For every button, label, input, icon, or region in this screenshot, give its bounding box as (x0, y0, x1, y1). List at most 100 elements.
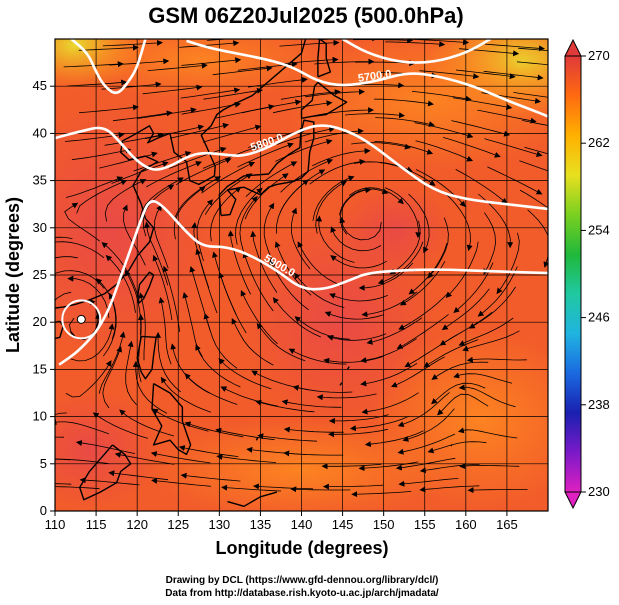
streamline-1 (55, 486, 100, 490)
x-tick-label-155: 155 (414, 517, 436, 532)
streamline-217 (314, 107, 375, 116)
streamline-11 (398, 478, 459, 487)
streamline-211 (112, 110, 173, 122)
streamline-40 (427, 441, 487, 454)
coastline-6 (151, 382, 192, 456)
streamline-148 (339, 187, 372, 235)
x-tick-label-150: 150 (373, 517, 395, 532)
typhoon-ring (61, 299, 102, 340)
colorbar-tick-label-246: 246 (588, 310, 610, 325)
streamline-118 (250, 230, 278, 293)
streamline-41 (457, 427, 518, 439)
streamline-172 (201, 161, 255, 194)
streamline-82 (431, 361, 489, 380)
streamline-108 (366, 317, 423, 345)
streamline-198 (145, 124, 205, 140)
streamline-35 (257, 433, 318, 442)
streamline-231 (305, 88, 365, 98)
contour-3 (70, 39, 147, 95)
x-axis-label: Longitude (degrees) (215, 538, 388, 558)
streamline-71 (102, 292, 117, 357)
streamline-147 (315, 180, 347, 234)
streamline-96 (423, 339, 479, 368)
streamline-70 (70, 323, 115, 362)
y-tick-label-0: 0 (40, 503, 47, 518)
streamline-107 (324, 311, 384, 320)
streamline-178 (408, 193, 430, 254)
streamline-121 (329, 293, 388, 302)
streamline-23 (321, 463, 382, 470)
streamline-2 (79, 477, 140, 486)
streamline-52 (349, 415, 409, 432)
streamline-158 (204, 173, 253, 215)
x-axis-ticks: 110 115 120 125 130 135 140 145 150 155 160 165 (45, 511, 518, 532)
streamline-46 (160, 376, 212, 413)
streamline-6 (221, 484, 282, 492)
streamline-113 (55, 270, 105, 289)
streamline-90 (240, 289, 278, 345)
streamline-78 (288, 348, 347, 365)
y-tick-label-45: 45 (33, 78, 47, 93)
streamline-166 (483, 212, 497, 275)
streamline-191 (379, 162, 436, 186)
x-tick-label-125: 125 (167, 517, 189, 532)
colorbar-tick-label-238: 238 (588, 397, 610, 412)
y-tick-label-30: 30 (33, 220, 47, 235)
streamline-16 (75, 440, 136, 454)
streamline-83 (466, 356, 527, 363)
streamline-203 (304, 128, 364, 143)
colorbar-tick-label-262: 262 (588, 135, 610, 150)
y-tick-label-5: 5 (40, 456, 47, 471)
streamline-252 (78, 44, 139, 51)
streamline-93 (327, 333, 387, 341)
streamline-160 (279, 169, 326, 213)
streamline-206 (415, 140, 474, 162)
streamline-112 (55, 291, 72, 301)
x-tick-label-140: 140 (291, 517, 313, 532)
streamline-13 (467, 487, 528, 494)
colorbar-tick-label-270: 270 (588, 48, 610, 63)
streamline-223 (522, 120, 548, 126)
streamline-29 (55, 419, 110, 435)
streamline-150 (377, 241, 424, 285)
streamline-12 (419, 485, 480, 493)
streamline-174 (280, 158, 334, 193)
streamline-116 (191, 222, 210, 289)
streamline-38 (364, 430, 424, 448)
streamline-120 (297, 241, 342, 286)
streamline-45 (132, 360, 168, 414)
streamline-51 (328, 414, 389, 424)
streamline-216 (273, 100, 333, 114)
streamline-80 (360, 363, 418, 387)
x-tick-label-145: 145 (332, 517, 354, 532)
coastline-11 (346, 366, 350, 370)
streamline-128 (122, 204, 146, 266)
streamline-62 (218, 358, 272, 390)
streamline-4 (151, 477, 211, 487)
streamline-73 (158, 297, 172, 365)
streamline-179 (444, 192, 473, 252)
y-axis-ticks: 0 5 10 15 20 25 30 35 40 45 (33, 78, 55, 518)
streamline-189 (312, 147, 371, 167)
streamline-175 (309, 158, 366, 185)
coastline-5 (136, 335, 157, 380)
streamline-30 (92, 412, 149, 439)
streamline-218 (344, 112, 405, 119)
streamline-204 (351, 142, 411, 150)
streamline-139 (477, 266, 518, 317)
coastline-13 (450, 444, 453, 447)
streamline-22 (283, 450, 344, 457)
streamline-103 (212, 251, 237, 315)
streamline-193 (455, 169, 508, 205)
streamline-251 (516, 61, 548, 66)
streamline-154 (76, 179, 128, 214)
coastline-0 (55, 39, 307, 309)
contour-4 (341, 39, 492, 64)
streamline-157 (174, 176, 222, 218)
streamline-111 (458, 317, 514, 346)
streamline-5 (180, 472, 241, 482)
streamline-169 (111, 161, 169, 184)
contour-2 (186, 39, 548, 118)
streamline-245 (314, 58, 375, 65)
streamline-253 (102, 39, 163, 47)
